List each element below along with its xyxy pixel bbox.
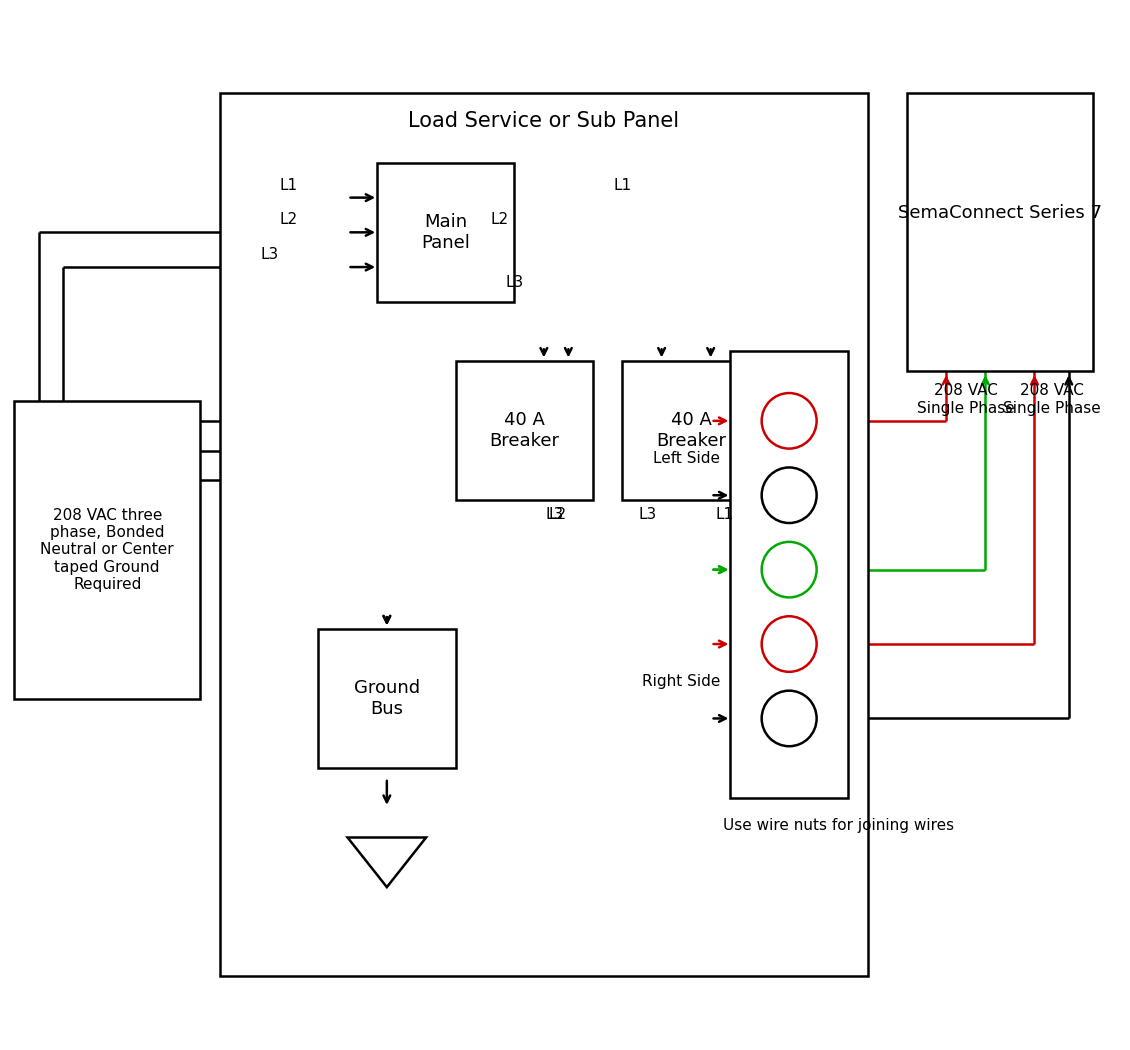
Text: Left Side: Left Side — [653, 450, 721, 465]
Text: 40 A
Breaker: 40 A Breaker — [657, 412, 727, 450]
Text: L2: L2 — [549, 507, 567, 522]
Text: Use wire nuts for joining wires: Use wire nuts for joining wires — [723, 818, 954, 833]
Text: 208 VAC
Single Phase: 208 VAC Single Phase — [1002, 383, 1101, 416]
Text: L2: L2 — [490, 212, 509, 228]
Text: L1: L1 — [279, 177, 298, 192]
Text: L1: L1 — [715, 507, 733, 522]
Text: L3: L3 — [545, 507, 564, 522]
Bar — [455, 361, 593, 500]
Text: Main
Panel: Main Panel — [421, 213, 470, 252]
Text: 208 VAC three
phase, Bonded
Neutral or Center
taped Ground
Required: 208 VAC three phase, Bonded Neutral or C… — [41, 507, 174, 592]
Circle shape — [762, 542, 817, 597]
Bar — [623, 361, 759, 500]
Text: L2: L2 — [279, 212, 298, 228]
Circle shape — [762, 393, 817, 448]
Bar — [220, 93, 868, 976]
Circle shape — [762, 616, 817, 672]
Text: 40 A
Breaker: 40 A Breaker — [489, 412, 559, 450]
Text: 208 VAC
Single Phase: 208 VAC Single Phase — [916, 383, 1015, 416]
Text: Ground
Bus: Ground Bus — [354, 679, 420, 718]
Text: SemaConnect Series 7: SemaConnect Series 7 — [898, 204, 1102, 222]
Text: L3: L3 — [261, 247, 279, 262]
Text: L3: L3 — [505, 275, 523, 290]
Bar — [377, 163, 514, 301]
Circle shape — [762, 467, 817, 523]
Text: L3: L3 — [638, 507, 657, 522]
Text: L1: L1 — [614, 177, 632, 192]
Text: Load Service or Sub Panel: Load Service or Sub Panel — [408, 111, 679, 131]
Circle shape — [762, 691, 817, 747]
Bar — [907, 93, 1094, 372]
Text: Right Side: Right Side — [642, 674, 721, 689]
Bar — [14, 401, 200, 698]
Bar — [730, 352, 848, 798]
Bar — [319, 629, 455, 768]
